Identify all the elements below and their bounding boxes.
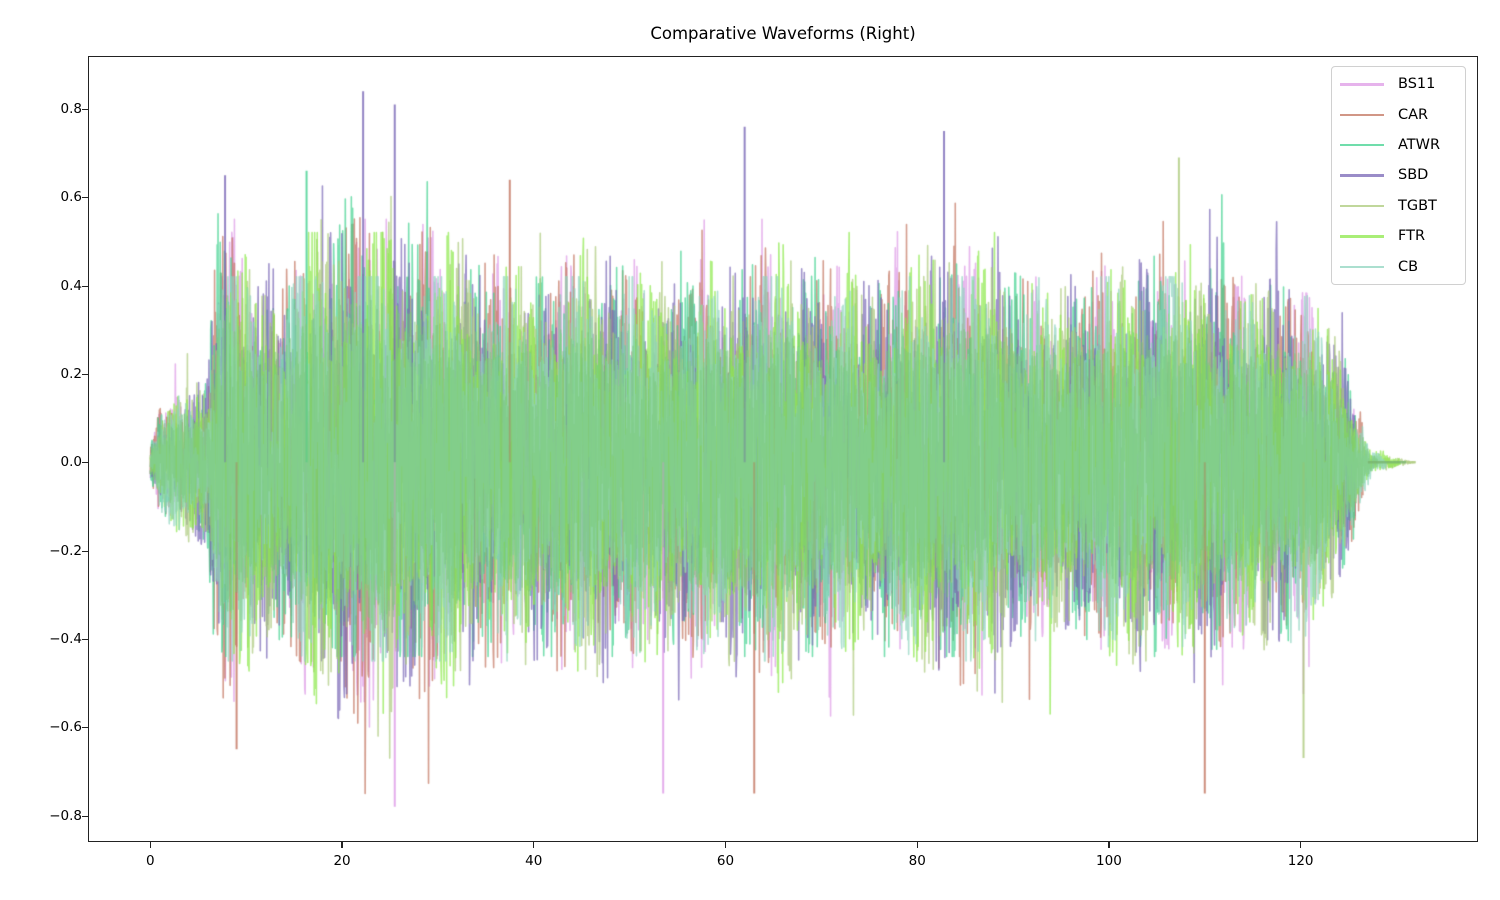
x-tick-label: 100 [1096, 853, 1122, 869]
legend-item-tgbt: TGBT [1332, 191, 1465, 221]
y-tick-mark [82, 550, 88, 552]
y-tick-mark [82, 462, 88, 464]
x-tick-label: 20 [333, 853, 351, 869]
legend-label: CB [1398, 258, 1419, 275]
y-tick-mark [82, 727, 88, 729]
y-tick-label: 0.0 [60, 454, 82, 471]
y-tick-mark [82, 638, 88, 641]
legend-line-icon [1340, 143, 1384, 147]
y-tick-mark [82, 815, 88, 817]
y-tick-label: 0.6 [60, 189, 82, 206]
legend-label: SBD [1398, 167, 1429, 184]
y-tick-label: 0.8 [60, 100, 82, 117]
plot-area [88, 56, 1478, 842]
y-tick-mark [82, 197, 88, 199]
legend-label: FTR [1398, 228, 1426, 245]
x-tick-mark [724, 842, 727, 848]
y-tick-mark [82, 373, 88, 376]
legend-label: ATWR [1398, 136, 1441, 153]
legend-item-cb: CB [1332, 251, 1465, 281]
y-tick-label: −0.6 [49, 719, 82, 736]
x-tick-label: 40 [525, 853, 543, 869]
legend-item-sbd: SBD [1332, 160, 1465, 190]
legend-label: CAR [1398, 106, 1429, 123]
y-tick-label: 0.2 [60, 365, 82, 382]
y-tick-mark [82, 108, 88, 111]
legend-label: TGBT [1398, 197, 1437, 214]
x-tick-mark [149, 842, 151, 848]
y-tick-label: −0.8 [49, 807, 82, 824]
x-tick-label: 120 [1287, 853, 1314, 869]
y-tick-label: −0.4 [49, 630, 82, 647]
legend-item-ftr: FTR [1332, 221, 1465, 251]
legend-item-bs11: BS11 [1332, 69, 1465, 99]
legend: BS11 CAR ATWR SBD TGBT FTR CB [1331, 66, 1466, 285]
y-tick-mark [82, 285, 88, 287]
x-tick-label: 80 [908, 853, 926, 869]
chart-title: Comparative Waveforms (Right) [650, 24, 916, 43]
x-tick-mark [533, 842, 535, 848]
legend-line-icon [1340, 83, 1384, 86]
legend-line-icon [1340, 235, 1384, 238]
x-tick-mark [1300, 842, 1302, 848]
legend-line-icon [1340, 113, 1384, 117]
legend-label: BS11 [1398, 76, 1436, 93]
legend-line-icon [1340, 174, 1384, 177]
waveform-canvas [89, 57, 1477, 841]
x-tick-label: 60 [716, 853, 735, 869]
legend-line-icon [1340, 265, 1384, 269]
x-tick-mark [341, 842, 343, 848]
legend-item-atwr: ATWR [1332, 130, 1465, 160]
x-tick-label: 0 [146, 853, 155, 869]
x-tick-mark [1108, 842, 1110, 848]
legend-line-icon [1340, 204, 1384, 208]
y-tick-label: 0.4 [60, 277, 82, 294]
y-tick-label: −0.2 [49, 542, 82, 559]
x-tick-mark [916, 842, 918, 848]
legend-item-car: CAR [1332, 99, 1465, 129]
